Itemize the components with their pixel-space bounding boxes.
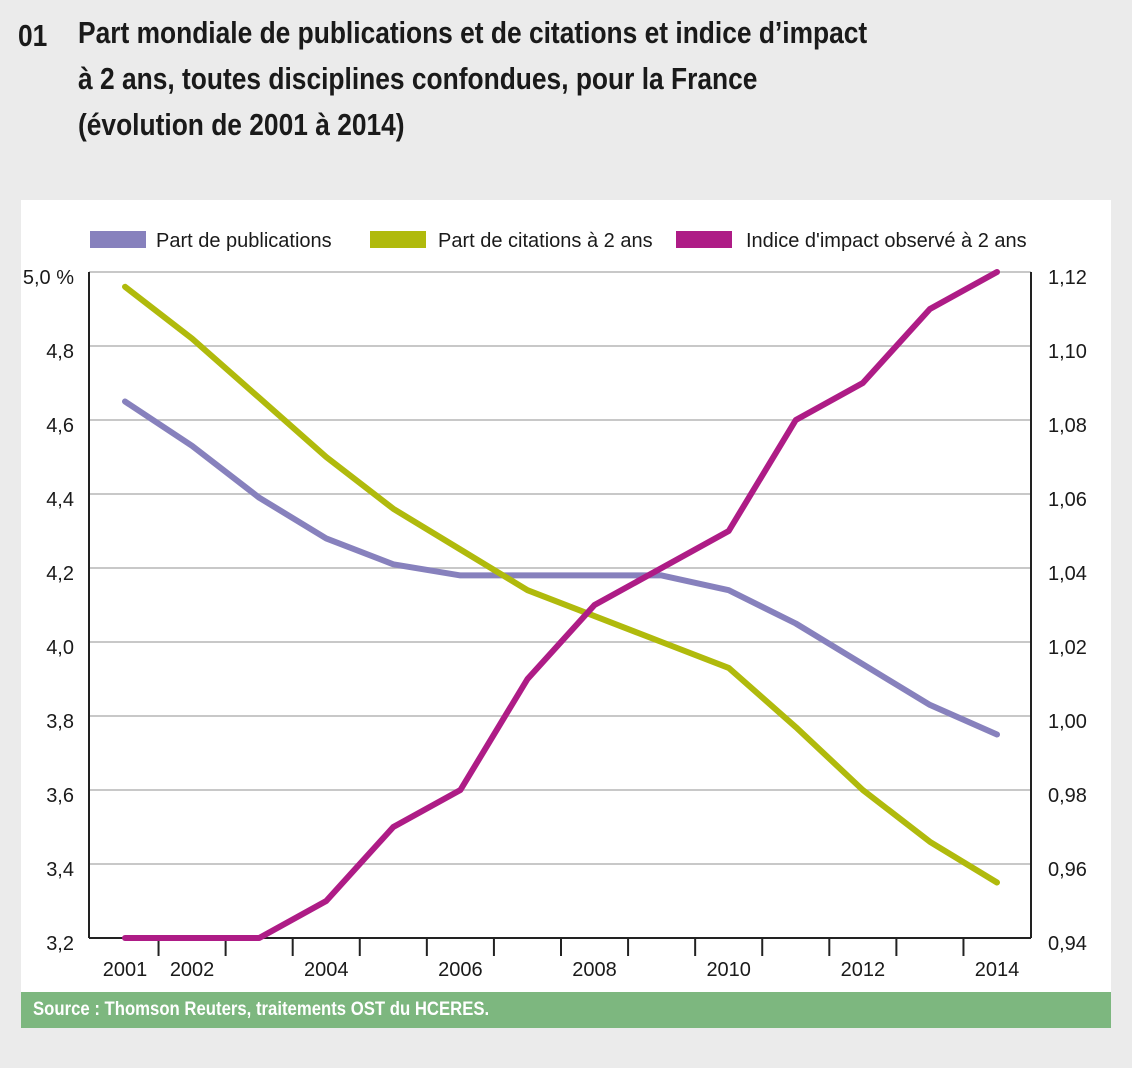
legend-swatch [370,231,426,248]
left-tick-label: 3,2 [46,933,74,955]
legend-label: Part de citations à 2 ans [438,230,653,252]
x-tick-label: 2014 [975,959,1020,981]
legend: Part de publications Part de citations à … [90,230,1027,252]
left-tick-label: 3,6 [46,785,74,807]
x-tick-label: 2010 [706,959,751,981]
series-lines [122,269,1000,941]
left-tick-label: 4,4 [46,489,74,511]
legend-label: Indice d'impact observé à 2 ans [746,230,1027,252]
series-line-part-de-publications [122,398,1000,738]
x-tick-label: 2012 [841,959,886,981]
right-tick-label: 1,08 [1048,415,1087,437]
x-tick-label: 2001 [103,959,148,981]
x-tick-label: 2006 [438,959,483,981]
figure-number: 01 [18,18,48,53]
legend-swatch [90,231,146,248]
title-line-3: (évolution de 2001 à 2014) [78,107,405,142]
right-tick-label: 1,02 [1048,637,1087,659]
left-tick-label: 4,8 [46,341,74,363]
figure-title: Part mondiale de publications et de cita… [78,10,1013,148]
left-tick-label: 4,0 [46,637,74,659]
right-tick-label: 1,12 [1048,267,1087,289]
series-line-indice-d-impact-observe-a-2-ans [122,269,1000,941]
source-band: Source : Thomson Reuters, traitements OS… [21,992,1111,1028]
legend-swatch [676,231,732,248]
right-tick-label: 0,98 [1048,785,1087,807]
x-ticks [157,938,965,956]
chart-panel [21,200,1111,992]
left-tick-label: 3,8 [46,711,74,733]
left-tick-label: 4,6 [46,415,74,437]
legend-label: Part de publications [156,230,332,252]
left-tick-label: 5,0 % [23,267,74,289]
series-line-part-de-citations-a-2-ans [122,283,1000,886]
right-tick-label: 1,06 [1048,489,1087,511]
left-tick-label: 4,2 [46,563,74,585]
right-tick-label: 1,04 [1048,563,1087,585]
title-line-2: à 2 ans, toutes disciplines confondues, … [78,61,758,96]
right-tick-label: 0,96 [1048,859,1087,881]
x-tick-label: 2002 [170,959,215,981]
right-tick-label: 0,94 [1048,933,1087,955]
left-tick-label: 3,4 [46,859,74,881]
axis-labels: 2001 2002 2004 2006 2008 2010 2012 2014 3,2 3,4 3,… [23,267,1087,981]
title-line-1: Part mondiale de publications et de cita… [78,15,868,50]
x-tick-label: 2004 [304,959,349,981]
right-tick-label: 1,00 [1048,711,1087,733]
source-note: Source : Thomson Reuters, traitements OS… [33,999,490,1020]
gridlines [89,271,1031,865]
x-tick-label: 2008 [572,959,617,981]
right-tick-label: 1,10 [1048,341,1087,363]
